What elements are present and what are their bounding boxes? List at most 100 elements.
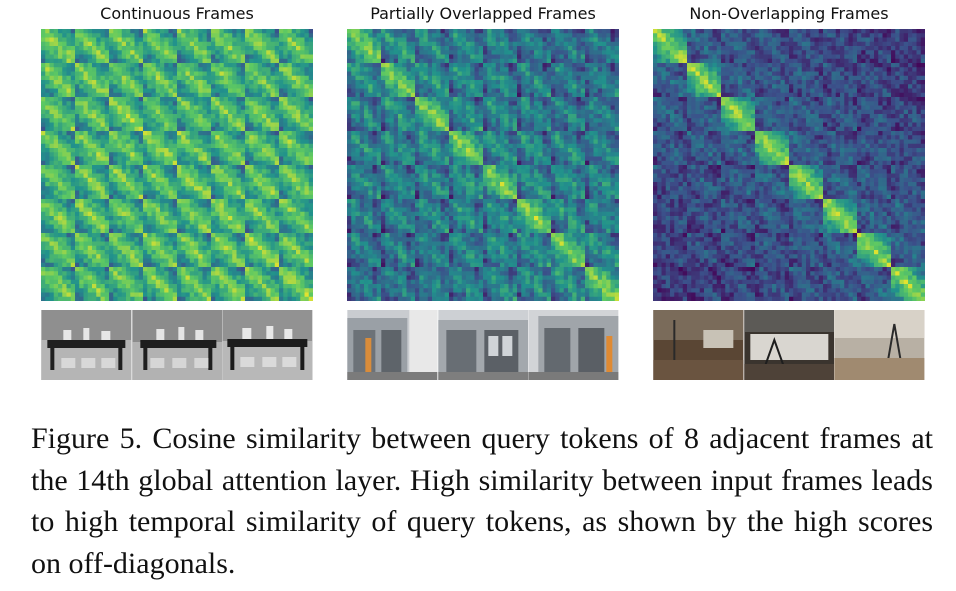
heatmap-cell: [308, 279, 313, 285]
heatmap-cell: [164, 199, 169, 204]
heatmap-cell: [521, 63, 526, 68]
heatmap-cell: [87, 122, 93, 128]
heatmap-cell: [308, 122, 313, 128]
heatmap-cell: [279, 262, 284, 268]
heatmap-cell: [172, 75, 178, 81]
heatmap-cell: [45, 131, 50, 136]
heatmap-cell: [602, 75, 607, 81]
heatmap-cell: [215, 46, 220, 51]
heatmap-cell: [134, 105, 140, 111]
heatmap-cell: [308, 105, 313, 111]
heatmap-cell: [262, 262, 267, 268]
heatmap-cell: [606, 41, 611, 47]
heatmap-cell: [308, 75, 313, 81]
heatmap-cell: [614, 80, 619, 85]
heatmap-cell: [308, 135, 313, 140]
heatmap-cell: [257, 279, 263, 285]
heatmap-cell: [104, 228, 110, 234]
heatmap-cell: [253, 97, 259, 102]
heatmap-cell: [287, 194, 293, 200]
heatmap-cell: [266, 194, 271, 200]
heatmap-cell: [249, 233, 254, 238]
heatmap-cell: [113, 203, 118, 208]
heatmap-cell: [300, 152, 305, 157]
heatmap-cell: [253, 63, 259, 68]
heatmap-cell: [87, 237, 93, 242]
heatmap-cell: [287, 71, 293, 77]
heatmap-cell: [41, 177, 46, 183]
heatmap-cell: [228, 207, 233, 213]
heatmap-cell: [70, 71, 76, 77]
heatmap-cell: [121, 250, 127, 255]
heatmap-cell: [58, 203, 63, 208]
heatmap-cell: [117, 101, 123, 106]
heatmap-cell: [296, 101, 301, 106]
heatmap-cell: [104, 156, 110, 162]
heatmap-cell: [138, 156, 144, 162]
heatmap-cell: [555, 46, 560, 51]
heatmap-cell: [62, 211, 67, 217]
heatmap-cell: [300, 186, 305, 191]
heatmap-cell: [491, 63, 497, 68]
heatmap-cell: [181, 67, 186, 72]
heatmap-cell: [304, 148, 310, 153]
heatmap-cell: [262, 135, 267, 140]
heatmap-cell: [206, 109, 212, 115]
heatmap-cell: [372, 41, 378, 47]
heatmap-cell: [168, 63, 174, 68]
heatmap-cell: [194, 88, 199, 94]
heatmap-cell: [143, 224, 148, 230]
heatmap-cell: [580, 63, 586, 68]
heatmap-cell: [245, 41, 250, 47]
heatmap-cell: [117, 267, 123, 272]
heatmap-cell: [198, 279, 203, 285]
heatmap-cell: [66, 41, 72, 47]
heatmap-cell: [138, 131, 144, 136]
heatmap-cell: [491, 80, 497, 85]
heatmap-cell: [75, 160, 80, 166]
heatmap-cell: [253, 288, 259, 293]
heatmap-cell: [164, 258, 169, 264]
heatmap-cell: [232, 126, 237, 132]
heatmap-cell: [113, 63, 118, 68]
heatmap-cell: [87, 105, 93, 111]
heatmap-cell: [215, 220, 220, 225]
heatmap-cell: [568, 80, 573, 85]
heatmap-cell: [296, 92, 301, 98]
heatmap-cell: [274, 80, 280, 85]
heatmap-cell: [300, 262, 305, 268]
heatmap-cell: [160, 101, 165, 106]
heatmap-cell: [538, 33, 543, 38]
heatmap-cell: [45, 262, 50, 268]
heatmap-cell: [96, 245, 101, 251]
heatmap-cell: [58, 41, 63, 47]
heatmap-cell: [364, 50, 369, 55]
heatmap-cell: [249, 203, 254, 208]
heatmap-cell: [75, 46, 80, 51]
heatmap-cell: [155, 126, 161, 132]
heatmap-cell: [66, 199, 72, 204]
heatmap-cell: [398, 33, 403, 38]
heatmap-cell: [100, 75, 106, 81]
heatmap-cell: [466, 80, 471, 85]
heatmap-cell: [138, 97, 144, 102]
heatmap-cell: [228, 203, 233, 208]
heatmap-cell: [300, 241, 305, 247]
heatmap-cell: [160, 199, 165, 204]
heatmap-cell: [189, 63, 195, 68]
heatmap-cell: [164, 271, 169, 276]
heatmap-cell: [117, 126, 123, 132]
heatmap-cell: [113, 211, 118, 217]
heatmap-cell: [66, 211, 72, 217]
heatmap-cell: [117, 275, 123, 281]
heatmap-cell: [359, 84, 365, 89]
heatmap-cell: [406, 67, 412, 72]
heatmap-cell: [143, 258, 148, 264]
heatmap-cell: [474, 71, 480, 77]
heatmap-cell: [100, 118, 106, 123]
heatmap-cell: [415, 41, 420, 47]
heatmap-cell: [87, 267, 93, 272]
heatmap-cell: [580, 41, 586, 47]
heatmap-cell: [134, 271, 140, 276]
heatmap-cell: [198, 84, 203, 89]
